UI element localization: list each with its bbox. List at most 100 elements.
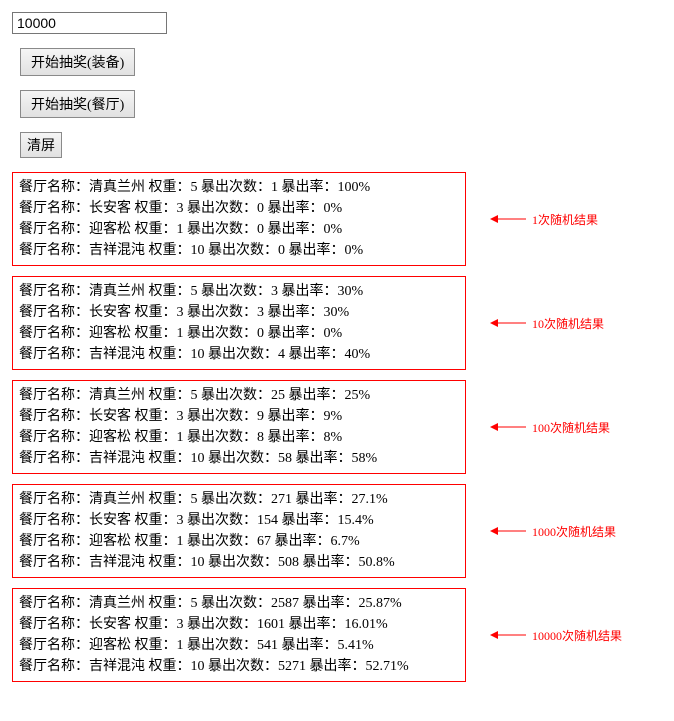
result-line: 餐厅名称：迎客松 权重：1 暴出次数：0 暴出率：0% (19, 219, 459, 240)
rate-value: 5.41% (338, 638, 374, 653)
weight-label: 权重： (131, 430, 177, 445)
button-row-3: 清屏 (20, 132, 662, 172)
result-line: 餐厅名称：长安客 权重：3 暴出次数：3 暴出率：30% (19, 302, 459, 323)
draw-restaurant-button[interactable]: 开始抽奖(餐厅) (20, 90, 135, 118)
clear-button[interactable]: 清屏 (20, 132, 62, 158)
weight-value: 10 (191, 243, 205, 258)
weight-label: 权重： (131, 201, 177, 216)
rate-value: 30% (338, 284, 364, 299)
result-line: 餐厅名称：清真兰州 权重：5 暴出次数：2587 暴出率：25.87% (19, 593, 459, 614)
results-container: 餐厅名称：清真兰州 权重：5 暴出次数：1 暴出率：100%餐厅名称：长安客 权… (12, 172, 662, 682)
rate-label: 暴出率： (264, 201, 324, 216)
rate-label: 暴出率： (292, 451, 352, 466)
result-line: 餐厅名称：长安客 权重：3 暴出次数：9 暴出率：9% (19, 406, 459, 427)
rate-label: 暴出率： (306, 659, 366, 674)
weight-value: 1 (177, 430, 184, 445)
count-label: 暴出次数： (205, 347, 279, 362)
rate-label: 暴出率： (264, 305, 324, 320)
rate-label: 暴出率： (285, 617, 345, 632)
name-label: 餐厅名称： (19, 180, 89, 195)
result-line: 餐厅名称：迎客松 权重：1 暴出次数：0 暴出率：0% (19, 323, 459, 344)
arrow-left-icon (490, 422, 526, 432)
arrow-left-icon (490, 214, 526, 224)
name-value: 清真兰州 (89, 284, 145, 299)
weight-value: 10 (191, 659, 205, 674)
rate-label: 暴出率： (278, 638, 338, 653)
name-value: 吉祥混沌 (89, 555, 145, 570)
rate-value: 25.87% (359, 596, 402, 611)
count-label: 暴出次数： (184, 513, 258, 528)
result-group: 餐厅名称：清真兰州 权重：5 暴出次数：271 暴出率：27.1%餐厅名称：长安… (12, 484, 662, 578)
rate-label: 暴出率： (299, 596, 359, 611)
count-value: 3 (257, 305, 264, 320)
count-value: 4 (278, 347, 285, 362)
name-label: 餐厅名称： (19, 617, 89, 632)
name-value: 长安客 (89, 305, 131, 320)
rate-value: 0% (324, 326, 343, 341)
draw-equipment-button[interactable]: 开始抽奖(装备) (20, 48, 135, 76)
count-label: 暴出次数： (205, 555, 279, 570)
weight-value: 5 (191, 492, 198, 507)
weight-label: 权重： (145, 347, 191, 362)
rate-label: 暴出率： (264, 222, 324, 237)
annotation-text: 10次随机结果 (532, 315, 604, 332)
name-value: 长安客 (89, 617, 131, 632)
annotation-text: 10000次随机结果 (532, 627, 622, 644)
count-label: 暴出次数： (184, 326, 258, 341)
annotation: 10000次随机结果 (490, 627, 622, 644)
name-label: 餐厅名称： (19, 513, 89, 528)
weight-value: 5 (191, 180, 198, 195)
result-line: 餐厅名称：迎客松 权重：1 暴出次数：67 暴出率：6.7% (19, 531, 459, 552)
name-value: 迎客松 (89, 534, 131, 549)
result-group: 餐厅名称：清真兰州 权重：5 暴出次数：1 暴出率：100%餐厅名称：长安客 权… (12, 172, 662, 266)
weight-label: 权重： (131, 617, 177, 632)
weight-value: 3 (177, 617, 184, 632)
name-label: 餐厅名称： (19, 638, 89, 653)
result-line: 餐厅名称：吉祥混沌 权重：10 暴出次数：58 暴出率：58% (19, 448, 459, 469)
result-line: 餐厅名称：长安客 权重：3 暴出次数：0 暴出率：0% (19, 198, 459, 219)
count-value: 1601 (257, 617, 285, 632)
result-box: 餐厅名称：清真兰州 权重：5 暴出次数：271 暴出率：27.1%餐厅名称：长安… (12, 484, 466, 578)
rate-label: 暴出率： (285, 243, 345, 258)
count-label: 暴出次数： (184, 409, 258, 424)
rate-value: 0% (345, 243, 364, 258)
rate-value: 30% (324, 305, 350, 320)
weight-label: 权重： (145, 388, 191, 403)
count-label: 暴出次数： (198, 596, 272, 611)
result-line: 餐厅名称：清真兰州 权重：5 暴出次数：25 暴出率：25% (19, 385, 459, 406)
name-value: 吉祥混沌 (89, 451, 145, 466)
rate-label: 暴出率： (264, 430, 324, 445)
name-label: 餐厅名称： (19, 326, 89, 341)
result-line: 餐厅名称：清真兰州 权重：5 暴出次数：271 暴出率：27.1% (19, 489, 459, 510)
count-label: 暴出次数： (198, 492, 272, 507)
count-value: 508 (278, 555, 299, 570)
weight-value: 10 (191, 555, 205, 570)
name-label: 餐厅名称： (19, 596, 89, 611)
count-value: 8 (257, 430, 264, 445)
weight-label: 权重： (131, 638, 177, 653)
annotation: 1000次随机结果 (490, 523, 616, 540)
annotation: 100次随机结果 (490, 419, 610, 436)
count-label: 暴出次数： (205, 451, 279, 466)
count-value: 0 (257, 222, 264, 237)
weight-value: 3 (177, 513, 184, 528)
annotation-text: 100次随机结果 (532, 419, 610, 436)
count-label: 暴出次数： (184, 222, 258, 237)
count-label: 暴出次数： (198, 180, 272, 195)
weight-value: 10 (191, 347, 205, 362)
name-value: 吉祥混沌 (89, 243, 145, 258)
rate-value: 16.01% (345, 617, 388, 632)
rate-label: 暴出率： (285, 388, 345, 403)
name-label: 餐厅名称： (19, 388, 89, 403)
count-input[interactable] (12, 12, 167, 34)
weight-label: 权重： (145, 596, 191, 611)
rate-label: 暴出率： (264, 326, 324, 341)
count-label: 暴出次数： (184, 305, 258, 320)
count-value: 5271 (278, 659, 306, 674)
weight-value: 5 (191, 284, 198, 299)
count-value: 0 (257, 201, 264, 216)
weight-value: 10 (191, 451, 205, 466)
rate-label: 暴出率： (285, 347, 345, 362)
rate-label: 暴出率： (278, 513, 338, 528)
count-label: 暴出次数： (198, 388, 272, 403)
